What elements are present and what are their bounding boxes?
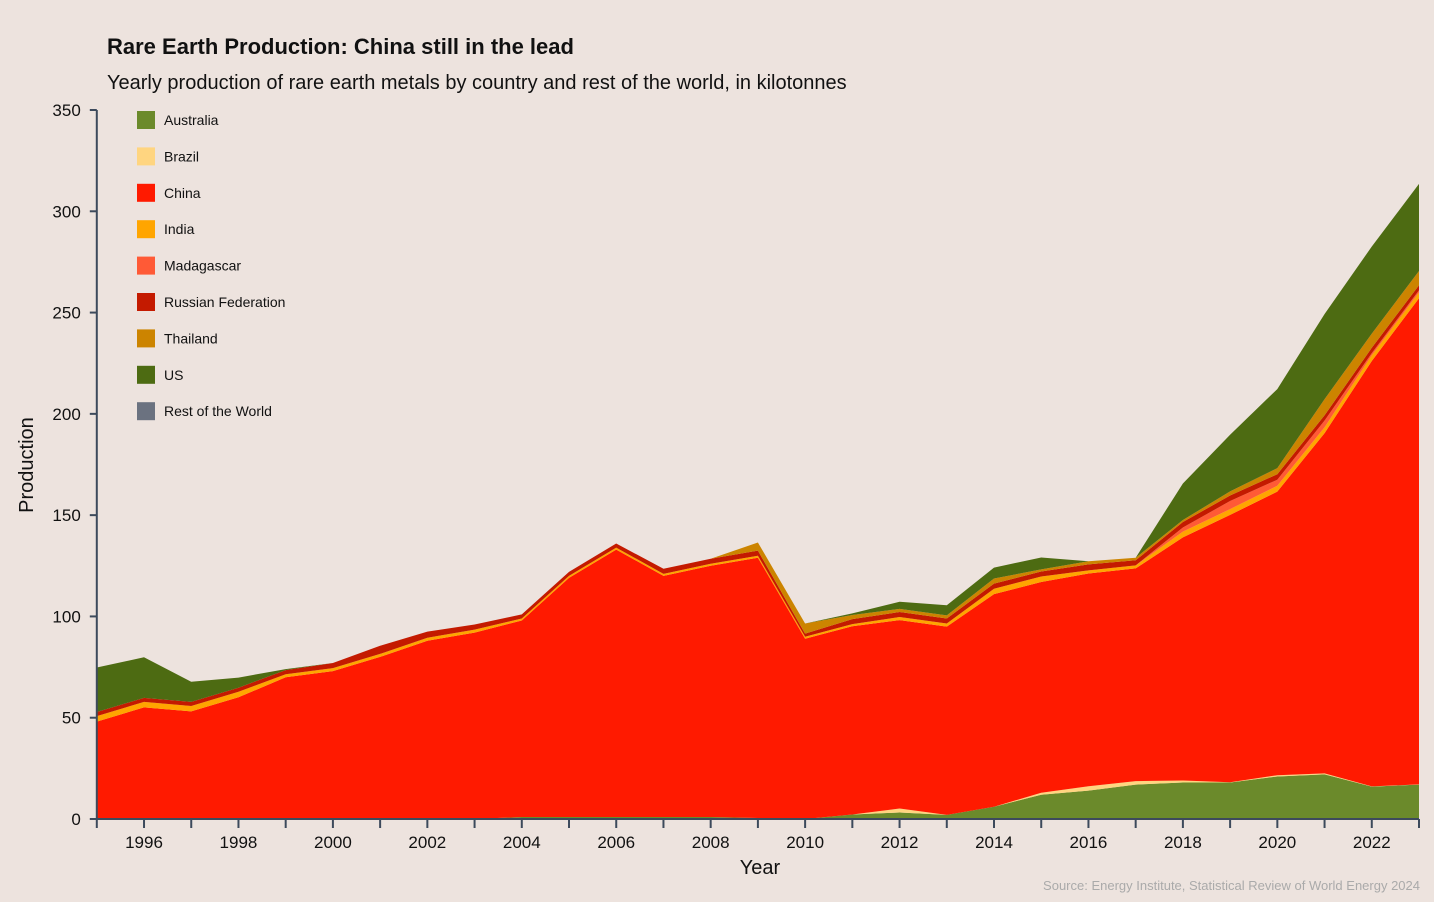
x-tick-label: 1996 [125, 833, 163, 852]
x-tick-label: 2008 [692, 833, 730, 852]
chart-title: Rare Earth Production: China still in th… [107, 34, 574, 59]
legend-swatch [137, 402, 155, 421]
legend-label: China [164, 185, 201, 201]
x-tick-label: 2014 [975, 833, 1013, 852]
legend-swatch [137, 329, 155, 348]
legend-swatch [137, 293, 155, 311]
legend-swatch [137, 220, 155, 239]
x-tick-label: 2002 [408, 833, 446, 852]
y-tick-label: 300 [52, 202, 80, 221]
y-tick-label: 50 [62, 709, 81, 728]
legend-swatch [137, 256, 155, 275]
y-tick-label: 200 [52, 405, 80, 424]
x-tick-label: 2018 [1164, 833, 1202, 852]
area-china [96, 298, 1419, 819]
legend-label: US [164, 367, 183, 383]
y-tick-label: 0 [71, 810, 80, 829]
y-tick-label: 150 [52, 506, 80, 525]
x-tick-label: 2004 [503, 833, 541, 852]
legend-label: Australia [164, 112, 219, 128]
source-note: Source: Energy Institute, Statistical Re… [1043, 878, 1420, 893]
y-tick-label: 100 [52, 607, 80, 626]
legend-swatch [137, 111, 155, 129]
legend-swatch [137, 183, 155, 202]
chart-subtitle: Yearly production of rare earth metals b… [107, 72, 847, 94]
legend-label: India [164, 221, 195, 237]
legend-label: Brazil [164, 148, 199, 164]
legend-swatch [137, 365, 155, 384]
x-tick-label: 2022 [1353, 833, 1391, 852]
legend-label: Madagascar [164, 258, 241, 274]
x-tick-label: 2006 [597, 833, 635, 852]
x-tick-label: 1998 [220, 833, 258, 852]
x-axis-label: Year [740, 857, 781, 879]
axes: 0 50 100 150 200 250 300 350 1996 1998 2000 2002 200… [52, 101, 1420, 852]
x-tick-label: 2010 [786, 833, 824, 852]
legend-label: Thailand [164, 330, 218, 346]
y-tick-label: 250 [52, 304, 80, 323]
y-tick-label: 350 [52, 101, 80, 120]
legend-label: Rest of the World [164, 403, 272, 419]
areas [96, 183, 1419, 819]
x-tick-label: 2016 [1070, 833, 1108, 852]
legend: Australia Brazil China India Madagascar Russi… [137, 111, 285, 421]
x-tick-label: 2000 [314, 833, 352, 852]
area-australia [96, 774, 1419, 819]
legend-swatch [137, 147, 155, 166]
x-tick-label: 2012 [881, 833, 919, 852]
x-tick-label: 2020 [1258, 833, 1296, 852]
y-axis-label: Production [16, 417, 38, 513]
legend-label: Russian Federation [164, 294, 285, 310]
